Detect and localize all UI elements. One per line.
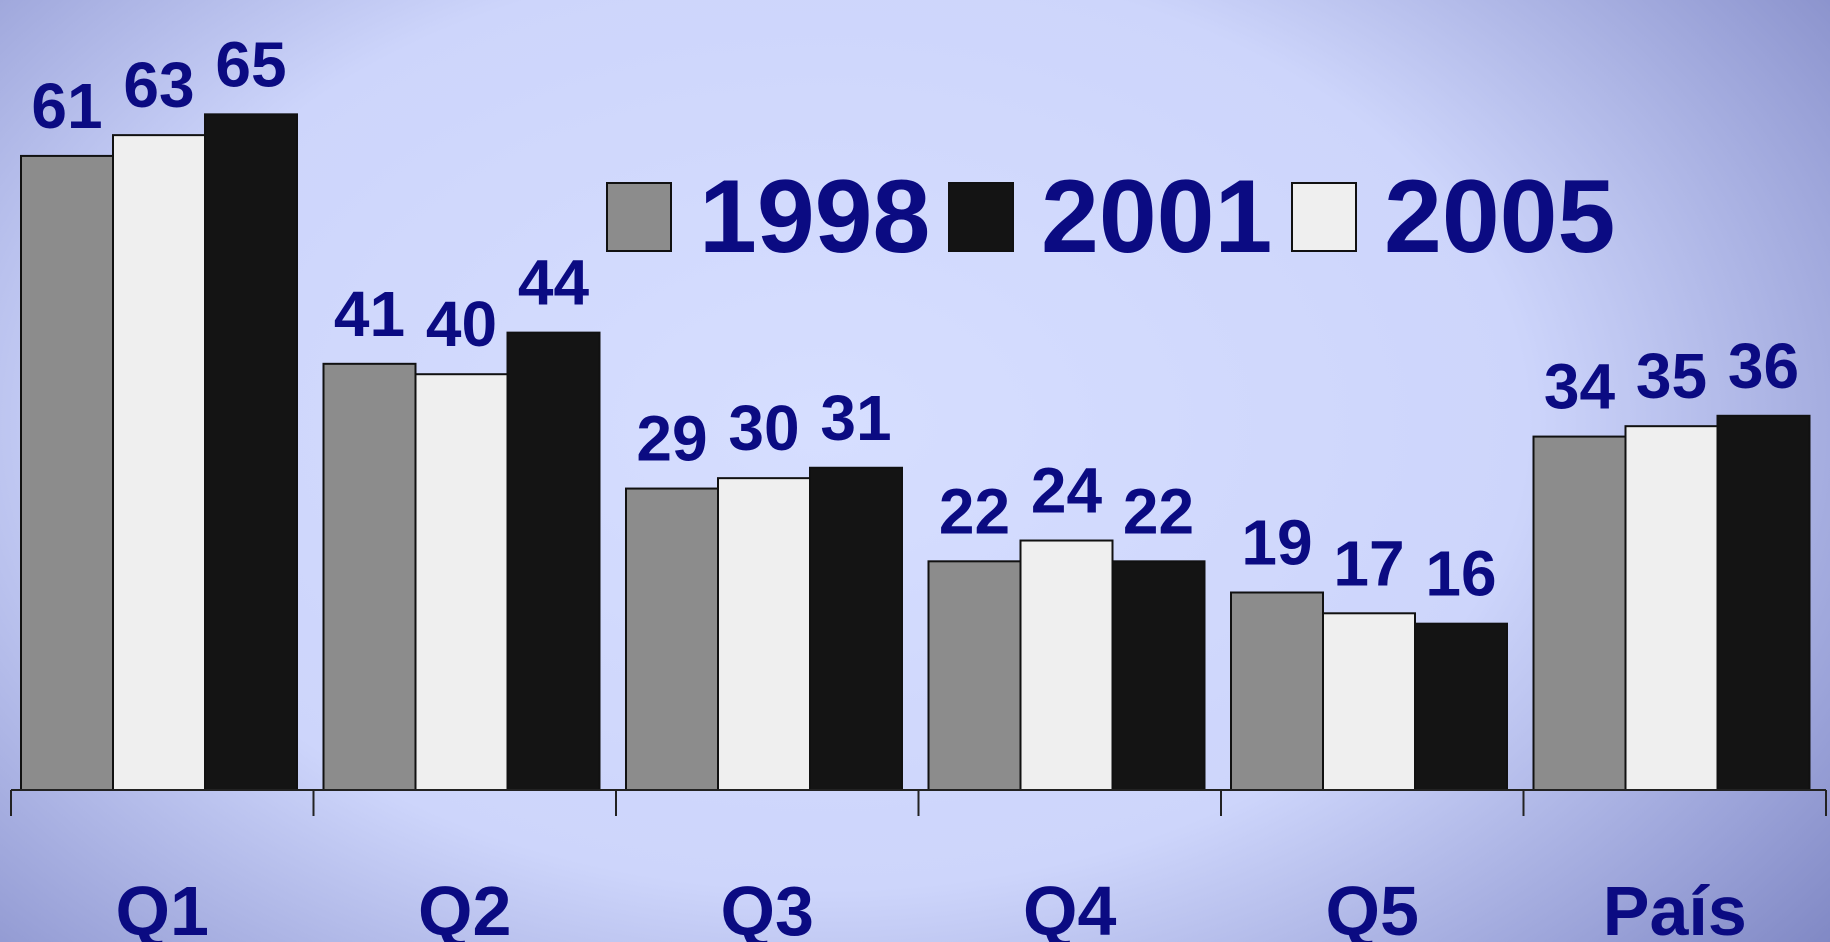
legend-label: 1998 [699,159,930,275]
x-tick-label: País [1603,872,1747,942]
bar [506,331,601,791]
bar [1111,560,1206,791]
data-label: 19 [1241,507,1312,579]
bar [1322,612,1416,792]
data-label: 30 [728,392,799,464]
bar [1716,414,1811,791]
bar [322,362,417,791]
bar [809,466,903,791]
data-label: 61 [31,70,102,142]
legend-label: 2005 [1384,159,1615,275]
x-tick-label: Q4 [1023,872,1116,942]
bar [1230,591,1324,791]
data-label: 36 [1728,330,1799,402]
bar [1019,539,1114,791]
data-label: 17 [1333,527,1404,599]
data-label: 44 [518,247,590,319]
x-tick-label: Q3 [721,872,814,942]
legend-swatch [606,182,672,252]
bar [414,373,509,791]
data-label: 16 [1425,538,1496,610]
bar [927,560,1022,791]
bar [625,487,719,791]
bar [112,134,206,791]
data-label: 41 [334,278,405,350]
bar [1624,425,1719,791]
data-label: 24 [1031,455,1103,527]
data-label: 34 [1544,351,1616,423]
legend-label: 2001 [1041,159,1272,275]
data-label: 65 [215,28,286,100]
legend-swatch [948,182,1014,252]
bar [20,154,114,791]
data-label: 63 [123,49,194,121]
x-tick-label: Q5 [1326,872,1419,942]
bar [717,477,811,791]
bar [1532,435,1627,791]
data-label: 35 [1636,340,1707,412]
data-label: 22 [1123,475,1194,547]
x-tick-label: Q1 [116,872,209,942]
bar [1414,622,1508,791]
x-tick-label: Q2 [418,872,511,942]
data-label: 40 [426,288,497,360]
data-label: 31 [820,382,891,454]
bar [204,113,298,791]
data-label: 29 [636,403,707,475]
data-label: 22 [939,475,1010,547]
legend-swatch [1291,182,1357,252]
